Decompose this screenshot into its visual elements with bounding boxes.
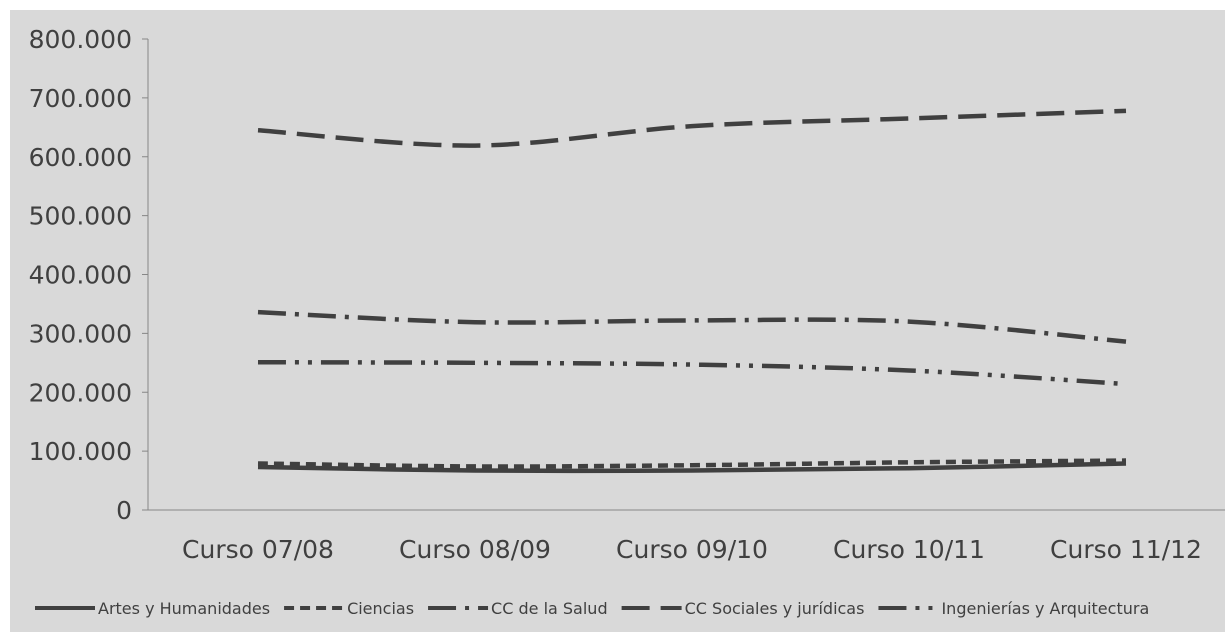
legend-label-2: Ciencias (347, 599, 414, 618)
series-line-3 (257, 309, 1127, 344)
y-tick-label: 100.000 (29, 437, 132, 466)
legend-label-1: Artes y Humanidades (98, 599, 270, 618)
y-tick-label: 500.000 (29, 202, 132, 231)
x-tick-label: Curso 08/09 (399, 535, 551, 564)
series-line-1 (257, 461, 1127, 474)
series-lines (257, 108, 1127, 474)
legend: Artes y Humanidades Ciencias CC de la Salu… (35, 599, 1149, 618)
axes: 0 100.000 200.000 300.000 400.000 500.000 600.… (29, 25, 1225, 564)
legend-label-5: Ingenierías y Arquitectura (941, 599, 1149, 618)
y-tick-label: 400.000 (29, 261, 132, 290)
legend-label-4: CC Sociales y jurídicas (685, 599, 865, 618)
y-tick-label: 600.000 (29, 143, 132, 172)
x-tick-label: Curso 07/08 (182, 535, 334, 564)
legend-label-3: CC de la Salud (491, 599, 608, 618)
y-tick-label: 700.000 (29, 84, 132, 113)
x-tick-label: Curso 09/10 (616, 535, 768, 564)
y-tick-label: 200.000 (29, 378, 132, 407)
y-tick-label: 300.000 (29, 319, 132, 348)
series-line-5 (257, 359, 1127, 387)
y-tick-label: 800.000 (29, 25, 132, 54)
series-line-4 (257, 108, 1127, 148)
series-line-2 (257, 458, 1127, 469)
x-tick-label: Curso 10/11 (833, 535, 985, 564)
x-tick-label: Curso 11/12 (1050, 535, 1202, 564)
y-tick-label: 0 (116, 496, 132, 525)
